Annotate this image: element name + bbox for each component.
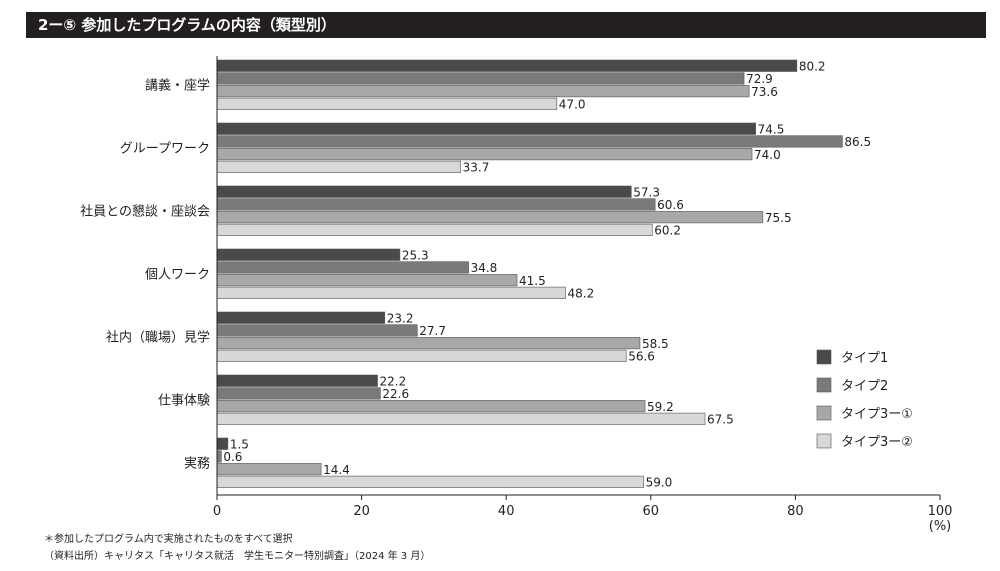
category-label: 講義・座学 <box>145 77 210 93</box>
legend-swatch <box>816 377 832 393</box>
x-tick-label: 100 <box>928 504 953 519</box>
bar <box>216 437 229 450</box>
category-label: 社内（職場）見学 <box>106 329 210 345</box>
data-label: 0.6 <box>223 450 242 464</box>
bar <box>216 412 706 425</box>
data-label: 22.2 <box>380 375 407 389</box>
x-tick-label: 40 <box>498 504 515 519</box>
bar <box>216 337 641 350</box>
chart-title: 2ー⑤ 参加したプログラムの内容（類型別） <box>26 12 986 38</box>
data-label: 56.6 <box>628 350 655 364</box>
bar <box>216 185 632 198</box>
legend-swatch <box>816 349 832 365</box>
data-label: 67.5 <box>707 413 734 427</box>
bar <box>216 324 418 337</box>
data-label: 14.4 <box>323 463 350 477</box>
bar <box>216 97 558 110</box>
bar <box>216 450 222 463</box>
bar <box>216 274 518 287</box>
legend-swatch <box>816 433 832 449</box>
category-label: 社員との懇談・座談会 <box>80 203 210 219</box>
data-label: 59.2 <box>647 400 674 414</box>
category-label: 個人ワーク <box>145 267 210 282</box>
data-label: 22.6 <box>382 387 409 401</box>
x-tick-label: 20 <box>353 504 370 519</box>
bar <box>216 463 322 476</box>
data-label: 58.5 <box>642 337 669 351</box>
legend-label: タイプ3ー② <box>841 435 913 450</box>
bar <box>216 286 566 299</box>
bar <box>216 475 644 488</box>
bar <box>216 248 401 261</box>
x-tick-label: 60 <box>643 504 660 519</box>
category-label: グループワーク <box>120 141 210 156</box>
data-label: 75.5 <box>765 211 792 225</box>
bar <box>216 400 646 413</box>
bar <box>216 160 461 173</box>
bar <box>216 85 750 98</box>
data-label: 59.0 <box>646 476 673 490</box>
data-label: 23.2 <box>387 312 414 326</box>
x-unit-label: (%) <box>929 519 952 534</box>
bar <box>216 135 843 148</box>
data-label: 1.5 <box>230 438 249 452</box>
bar <box>216 261 469 274</box>
data-label: 73.6 <box>751 85 778 99</box>
footnote-source: （資料出所）キャリタス「キャリタス就活 学生モニター特別調査」（2024 年 3… <box>44 551 431 562</box>
data-label: 27.7 <box>419 324 446 338</box>
bar <box>216 311 386 324</box>
data-label: 80.2 <box>799 60 826 74</box>
data-label: 72.9 <box>746 72 773 86</box>
data-label: 41.5 <box>519 274 546 288</box>
bar <box>216 223 653 236</box>
bar <box>216 374 378 387</box>
data-label: 33.7 <box>463 161 490 175</box>
data-label: 47.0 <box>559 98 586 112</box>
bar <box>216 198 656 211</box>
data-label: 86.5 <box>844 135 871 149</box>
data-label: 34.8 <box>471 261 498 275</box>
bar <box>216 59 798 72</box>
legend-label: タイプ3ー① <box>841 407 913 422</box>
data-label: 74.0 <box>754 148 781 162</box>
bar <box>216 122 756 135</box>
category-label: 仕事体験 <box>158 393 210 408</box>
data-label: 74.5 <box>758 123 785 137</box>
category-label: 実務 <box>184 455 210 471</box>
legend-label: タイプ1 <box>841 351 888 366</box>
x-tick-label: 0 <box>213 504 221 519</box>
data-label: 25.3 <box>402 249 429 263</box>
data-label: 60.6 <box>657 198 684 212</box>
bar <box>216 148 753 161</box>
x-tick-label: 80 <box>787 504 804 519</box>
data-label: 60.2 <box>654 224 681 238</box>
bar <box>216 211 764 224</box>
bar <box>216 72 745 85</box>
bar <box>216 387 381 400</box>
data-label: 48.2 <box>567 287 594 301</box>
legend-swatch <box>816 405 832 421</box>
bar <box>216 349 627 362</box>
footnote-note: ＊参加したプログラム内で実施されたものをすべて選択 <box>44 534 293 545</box>
legend-label: タイプ2 <box>841 379 888 394</box>
data-label: 57.3 <box>633 186 660 200</box>
